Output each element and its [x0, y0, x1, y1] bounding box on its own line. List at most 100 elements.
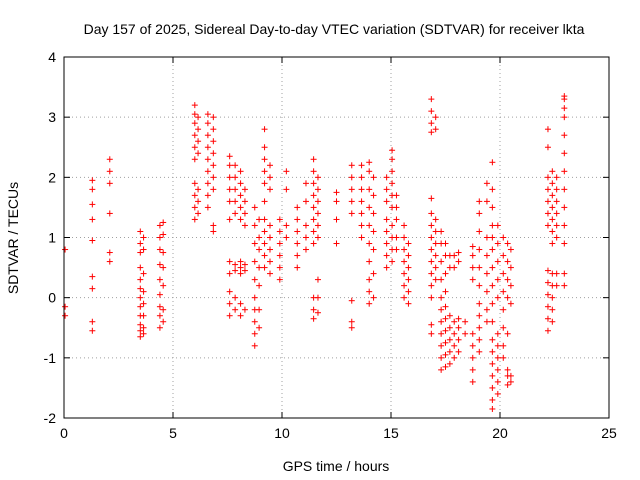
- data-point: [89, 318, 96, 325]
- data-point: [195, 126, 202, 133]
- data-point: [383, 174, 390, 181]
- data-point: [405, 264, 412, 271]
- data-point: [140, 312, 147, 319]
- data-point: [389, 258, 396, 265]
- data-point: [191, 204, 198, 211]
- data-point: [561, 93, 568, 100]
- data-point: [432, 228, 439, 235]
- data-point: [446, 360, 453, 367]
- data-point: [494, 342, 501, 349]
- data-point: [549, 228, 556, 235]
- axis-ticks: 0 5 10 15 20 25 -2 -1 0 1 2 3 4: [44, 49, 617, 441]
- data-point: [237, 300, 244, 307]
- data-point: [442, 363, 449, 370]
- data-point: [455, 258, 462, 265]
- x-tick-label: 25: [601, 425, 617, 441]
- data-point: [366, 204, 373, 211]
- data-point: [476, 264, 483, 271]
- data-point: [366, 168, 373, 175]
- data-point: [370, 246, 377, 253]
- data-point: [232, 261, 239, 268]
- data-point: [438, 228, 445, 235]
- data-point: [370, 174, 377, 181]
- data-point: [204, 192, 211, 199]
- data-point: [393, 246, 400, 253]
- data-point: [442, 270, 449, 277]
- data-point: [401, 270, 408, 277]
- data-point: [428, 120, 435, 127]
- data-point: [358, 162, 365, 169]
- data-point: [455, 315, 462, 322]
- data-point: [469, 330, 476, 337]
- data-point: [428, 321, 435, 328]
- data-point: [241, 306, 248, 313]
- data-point: [544, 174, 551, 181]
- data-point: [428, 210, 435, 217]
- data-point: [137, 285, 144, 292]
- data-point: [405, 252, 412, 259]
- data-point: [267, 186, 274, 193]
- data-point: [241, 198, 248, 205]
- data-point: [455, 348, 462, 355]
- data-point: [310, 168, 317, 175]
- data-point: [160, 282, 167, 289]
- data-point: [156, 303, 163, 310]
- data-point: [389, 147, 396, 154]
- data-point: [489, 348, 496, 355]
- y-tick-label: 0: [48, 290, 56, 306]
- data-points: [62, 93, 568, 412]
- data-point: [137, 321, 144, 328]
- data-point: [476, 282, 483, 289]
- data-point: [191, 192, 198, 199]
- data-point: [89, 327, 96, 334]
- data-point: [191, 111, 198, 118]
- data-point: [251, 330, 258, 337]
- data-point: [507, 372, 514, 379]
- data-point: [310, 228, 317, 235]
- data-point: [370, 294, 377, 301]
- data-point: [561, 114, 568, 121]
- data-point: [251, 276, 258, 283]
- data-point: [314, 174, 321, 181]
- data-point: [226, 186, 233, 193]
- data-point: [489, 204, 496, 211]
- data-point: [442, 303, 449, 310]
- data-point: [226, 162, 233, 169]
- data-point: [428, 330, 435, 337]
- data-point: [294, 228, 301, 235]
- data-point: [389, 222, 396, 229]
- data-point: [370, 210, 377, 217]
- data-point: [140, 234, 147, 241]
- data-point: [333, 216, 340, 223]
- data-point: [267, 174, 274, 181]
- data-point: [366, 222, 373, 229]
- data-point: [494, 240, 501, 247]
- data-point: [137, 249, 144, 256]
- data-point: [500, 324, 507, 331]
- data-point: [446, 348, 453, 355]
- data-point: [504, 294, 511, 301]
- data-point: [251, 318, 258, 325]
- data-point: [226, 288, 233, 295]
- data-point: [140, 300, 147, 307]
- data-point: [226, 174, 233, 181]
- data-point: [204, 180, 211, 187]
- chart-title: Day 157 of 2025, Sidereal Day-to-day VTE…: [84, 21, 585, 37]
- data-point: [438, 330, 445, 337]
- data-point: [393, 216, 400, 223]
- data-point: [494, 378, 501, 385]
- data-point: [302, 180, 309, 187]
- data-point: [438, 258, 445, 265]
- data-point: [438, 366, 445, 373]
- data-point: [226, 198, 233, 205]
- data-point: [544, 303, 551, 310]
- y-tick-label: -1: [44, 350, 57, 366]
- data-point: [553, 174, 560, 181]
- data-point: [261, 126, 268, 133]
- data-point: [432, 114, 439, 121]
- data-point: [553, 210, 560, 217]
- data-point: [232, 306, 239, 313]
- data-point: [438, 276, 445, 283]
- data-point: [469, 243, 476, 250]
